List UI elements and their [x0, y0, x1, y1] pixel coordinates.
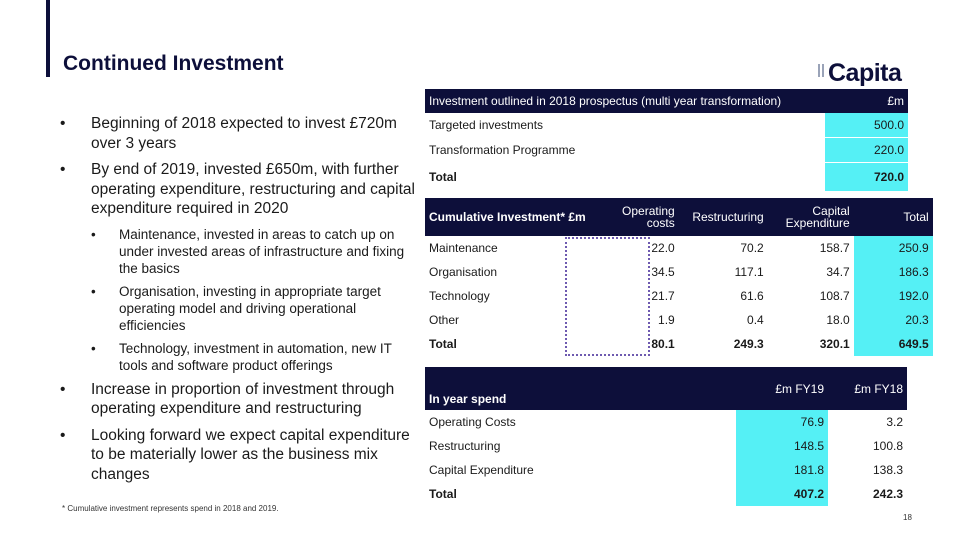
- value-cell: 0.4: [747, 313, 764, 327]
- value-cell: 34.5: [651, 265, 675, 279]
- title-accent-bar: [46, 0, 50, 77]
- value-cell: 242.3: [872, 487, 903, 501]
- value-cell: 18.0: [826, 313, 850, 327]
- value-cell: 320.1: [819, 337, 850, 351]
- value-cell: 249.3: [733, 337, 764, 351]
- row-label: Total: [425, 162, 825, 192]
- value-cell: 138.3: [872, 463, 903, 477]
- row-label: Maintenance: [429, 241, 498, 255]
- value-cell: 181.8: [736, 458, 828, 482]
- value-cell: 108.7: [819, 289, 850, 303]
- table-row: Technology 21.7 61.6 108.7 192.0: [425, 284, 933, 308]
- table-row: Other 1.9 0.4 18.0 20.3: [425, 308, 933, 332]
- footnote: * Cumulative investment represents spend…: [62, 504, 279, 513]
- row-label: Operating Costs: [429, 415, 516, 429]
- header-cell: Total: [853, 198, 933, 236]
- value-cell: 250.9: [853, 236, 933, 260]
- value-cell: 22.0: [651, 241, 675, 255]
- table-row-total: Total 407.2 242.3: [425, 482, 907, 506]
- value-cell: 20.3: [853, 308, 933, 332]
- row-label: Total: [429, 487, 457, 501]
- logo-mark-icon: [818, 63, 824, 77]
- value-cell: 21.7: [651, 289, 675, 303]
- value-cell: 220.0: [825, 137, 908, 163]
- value-cell: 1.9: [658, 313, 675, 327]
- value-cell: 407.2: [736, 482, 828, 506]
- row-label: Other: [429, 313, 460, 327]
- sub-bullet-item: • Maintenance, invested in areas to catch…: [91, 226, 405, 276]
- table-row: Capital Expenditure 181.8 138.3: [425, 458, 907, 482]
- bullet-item: • Looking forward we expect capital expen…: [60, 426, 410, 483]
- operating-costs-highlight: [565, 237, 650, 356]
- sub-bullet-item: • Organisation, investing in appropriate …: [91, 283, 381, 333]
- header-cell: In year spend: [425, 367, 736, 410]
- bullet-item: • By end of 2019, invested £650m, with fu…: [60, 161, 415, 217]
- capita-logo: Capita: [818, 58, 902, 88]
- in-year-spend-table: In year spend £m FY19 £m FY18 Operating …: [425, 367, 907, 506]
- prospectus-table: Investment outlined in 2018 prospectus (…: [425, 89, 908, 192]
- bullet-list: • Beginning of 2018 expected to invest £7…: [60, 114, 415, 491]
- value-cell: 34.7: [826, 265, 850, 279]
- value-cell: 649.5: [853, 332, 933, 356]
- logo-text: Capita: [828, 58, 902, 87]
- header-cell: Capital Expenditure: [767, 198, 854, 236]
- value-cell: 76.9: [736, 410, 828, 434]
- bullet-item: • Increase in proportion of investment th…: [60, 380, 395, 418]
- header-cell: Investment outlined in 2018 prospectus (…: [425, 89, 825, 113]
- page-number: 18: [903, 513, 912, 522]
- table-row-total: Total 80.1 249.3 320.1 649.5: [425, 332, 933, 356]
- row-label: Total: [429, 337, 457, 351]
- value-cell: 158.7: [819, 241, 850, 255]
- header-cell: Cumulative Investment* £m: [425, 198, 590, 236]
- value-cell: 186.3: [853, 260, 933, 284]
- table-row: Maintenance 22.0 70.2 158.7 250.9: [425, 236, 933, 260]
- row-label: Capital Expenditure: [429, 463, 534, 477]
- value-cell: 70.2: [740, 241, 764, 255]
- cumulative-investment-table: Cumulative Investment* £m Operating cost…: [425, 198, 933, 356]
- header-cell: Operating costs: [589, 198, 679, 236]
- sub-bullet-item: • Technology, investment in automation, n…: [91, 340, 392, 373]
- header-cell: Restructuring: [678, 198, 768, 236]
- header-cell: £m: [825, 89, 908, 113]
- header-cell: £m FY18: [828, 367, 907, 410]
- row-label: Technology: [429, 289, 490, 303]
- page-title: Continued Investment: [63, 52, 284, 75]
- table-row: Restructuring 148.5 100.8: [425, 434, 907, 458]
- row-label: Organisation: [429, 265, 498, 279]
- table-row: Organisation 34.5 117.1 34.7 186.3: [425, 260, 933, 284]
- value-cell: 80.1: [651, 337, 675, 351]
- value-cell: 500.0: [825, 113, 908, 138]
- row-label: Restructuring: [429, 439, 501, 453]
- row-label: Transformation Programme: [425, 137, 825, 163]
- value-cell: 117.1: [734, 265, 764, 279]
- value-cell: 100.8: [872, 439, 903, 453]
- table-row: Operating Costs 76.9 3.2: [425, 410, 907, 434]
- value-cell: 148.5: [736, 434, 828, 458]
- value-cell: 3.2: [886, 415, 903, 429]
- value-cell: 61.6: [740, 289, 764, 303]
- value-cell: 720.0: [825, 162, 908, 192]
- header-cell: £m FY19: [736, 367, 828, 410]
- value-cell: 192.0: [853, 284, 933, 308]
- row-label: Targeted investments: [425, 113, 825, 138]
- bullet-item: • Beginning of 2018 expected to invest £7…: [60, 115, 397, 152]
